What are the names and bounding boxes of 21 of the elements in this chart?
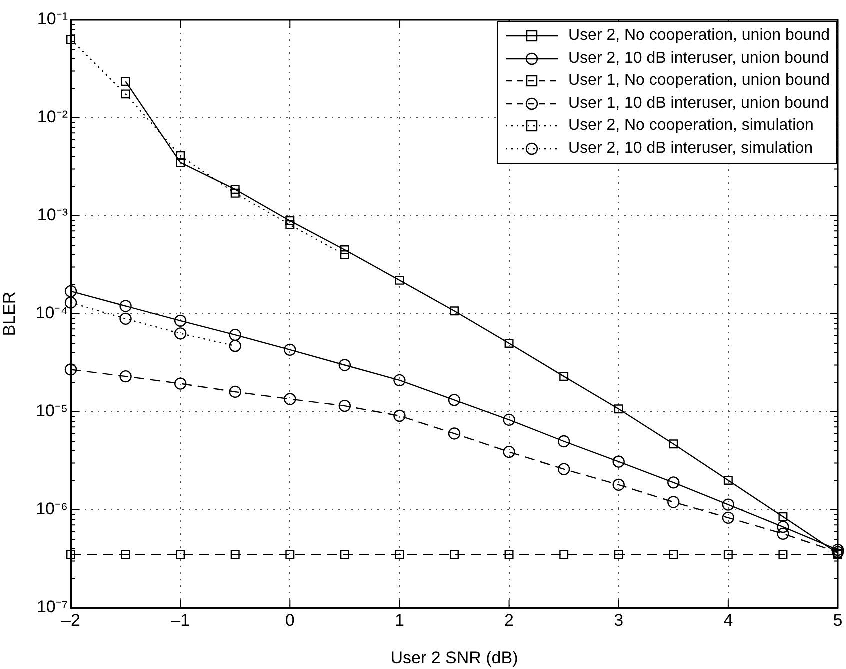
legend-label: User 2, No cooperation, union bound bbox=[568, 26, 830, 46]
y-tick-label: 10⁻¹ bbox=[37, 10, 68, 29]
x-tick-label: 4 bbox=[724, 610, 734, 630]
x-tick-label: 2 bbox=[504, 610, 514, 630]
legend-label: User 2, 10 dB interuser, union bound bbox=[568, 48, 830, 68]
x-axis-title: User 2 SNR (dB) bbox=[390, 648, 518, 668]
legend-label: User 1, 10 dB interuser, union bound bbox=[568, 94, 830, 114]
x-tick-label: 1 bbox=[394, 610, 404, 630]
x-tick-label: –1 bbox=[171, 610, 190, 630]
y-tick-label: 10⁻⁶ bbox=[36, 500, 68, 519]
y-tick-label: 10⁻³ bbox=[37, 206, 68, 225]
legend-label: User 2, 10 dB interuser, simulation bbox=[568, 138, 814, 158]
y-tick-label: 10⁻⁴ bbox=[36, 304, 68, 323]
x-tick-label: 5 bbox=[833, 610, 843, 630]
legend-label: User 1, No cooperation, union bound bbox=[568, 71, 830, 91]
x-tick-label: 3 bbox=[614, 610, 624, 630]
legend-label: User 2, No cooperation, simulation bbox=[568, 116, 814, 136]
y-axis-title: BLER bbox=[0, 292, 19, 336]
x-tick-label: 0 bbox=[285, 610, 295, 630]
y-tick-label: 10⁻² bbox=[37, 108, 68, 127]
y-tick-label: 10⁻⁵ bbox=[36, 402, 68, 421]
